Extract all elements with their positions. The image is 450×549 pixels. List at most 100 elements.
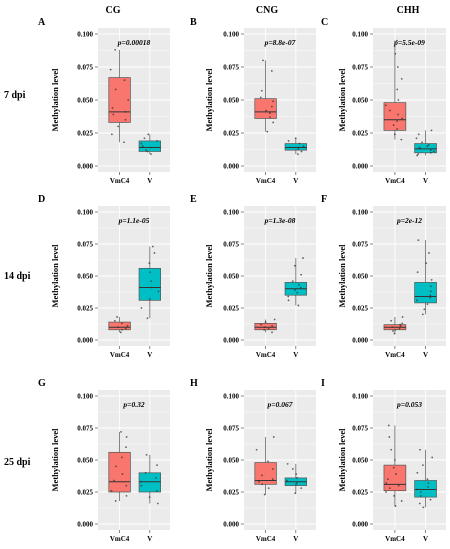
data-point [297,284,300,286]
panels: A 0.000 0.025 0.050 0.075 0.100 Methylation le… [38,17,446,543]
box-v [414,143,437,154]
y-tick-label: 0.075 [352,424,368,432]
data-point [150,153,152,156]
data-point [259,96,262,99]
data-point [428,252,430,254]
data-point [399,323,402,326]
data-point [156,489,158,492]
data-point [419,494,422,497]
panel-g: G 0.000 0.025 0.050 0.075 0.100 Methylation le… [38,378,170,543]
data-point [267,487,270,490]
data-point [114,500,117,502]
data-point [430,129,433,132]
data-point [285,479,288,482]
p-value-label: p=0.00018 [117,38,151,47]
data-point [416,271,419,274]
box-vmc4 [254,98,277,119]
data-point [385,482,388,484]
data-point [396,66,399,68]
data-point [416,471,419,474]
y-tick-label: 0.100 [352,30,368,38]
p-value-label: p=5.5e-09 [393,38,425,47]
data-point [145,453,148,456]
y-tick-label: 0.075 [352,240,368,248]
data-point [427,485,429,488]
data-point [394,52,397,55]
data-point [419,448,421,451]
y-tick-label: 0.075 [77,240,93,248]
box-vmc4 [108,77,131,123]
data-point [120,322,123,325]
data-point [140,307,143,309]
data-point [393,332,396,335]
data-point [296,291,299,294]
data-point [418,502,421,505]
data-point [427,482,430,484]
x-tick-label: V [293,351,298,359]
data-point [417,153,420,156]
column-title-chh: CHH [397,5,420,16]
data-point [397,99,400,101]
y-tick-label: 0.075 [223,240,239,248]
data-point [396,39,398,42]
data-point [421,313,424,316]
data-point [300,150,303,153]
y-tick-label: 0.100 [77,30,93,38]
data-point [258,480,260,483]
y-tick-label: 0.100 [223,392,239,400]
data-point [392,330,394,332]
data-point [157,290,160,293]
data-point [267,327,270,330]
box-v [138,267,161,301]
box-vmc4 [383,102,407,131]
data-point [391,326,394,329]
box-vmc4 [254,323,277,331]
y-tick-label: 0.075 [77,63,93,71]
data-point [264,321,267,323]
y-tick-label: 0.050 [223,456,239,464]
data-point [114,88,117,91]
row-label-14dpi: 14 dpi [4,271,31,282]
y-tick-label: 0.050 [223,272,239,280]
data-point [390,319,393,322]
y-tick-label: 0.000 [223,336,239,344]
data-point [416,488,418,491]
data-point [429,149,432,152]
panel-i: I 0.000 0.025 0.050 0.075 0.100 Methylation le… [321,378,446,543]
x-tick-label: VmC4 [385,535,405,543]
data-point [296,477,298,479]
data-point [426,303,429,306]
data-point [422,506,425,509]
data-point [401,117,403,120]
data-point [300,487,303,490]
data-point [156,502,159,505]
data-point [431,456,434,459]
data-point [297,304,300,307]
data-point [426,145,429,148]
data-point [293,264,296,267]
data-point [260,323,263,326]
data-point [417,239,420,242]
data-point [395,473,397,475]
y-tick-label: 0.000 [352,336,368,344]
y-tick-label: 0.025 [77,129,93,137]
data-point [262,59,264,62]
box-vmc4 [108,321,131,331]
data-point [400,138,403,141]
row-labels: 7 dpi 14 dpi 25 dpi [4,90,31,468]
data-point [146,317,149,320]
column-titles: CG CNG CHH [106,5,420,16]
data-point [397,113,400,116]
y-tick-label: 0.050 [223,96,239,104]
box-vmc4 [383,464,407,492]
data-point [125,446,127,449]
data-point [271,331,273,334]
data-point [297,146,300,149]
data-point [114,48,117,51]
data-point [296,153,299,156]
data-point [269,112,271,115]
data-point [396,120,398,123]
y-tick-label: 0.100 [77,208,93,216]
y-axis-label: Methylation level [50,428,60,492]
row-label-25dpi: 25 dpi [4,457,31,468]
